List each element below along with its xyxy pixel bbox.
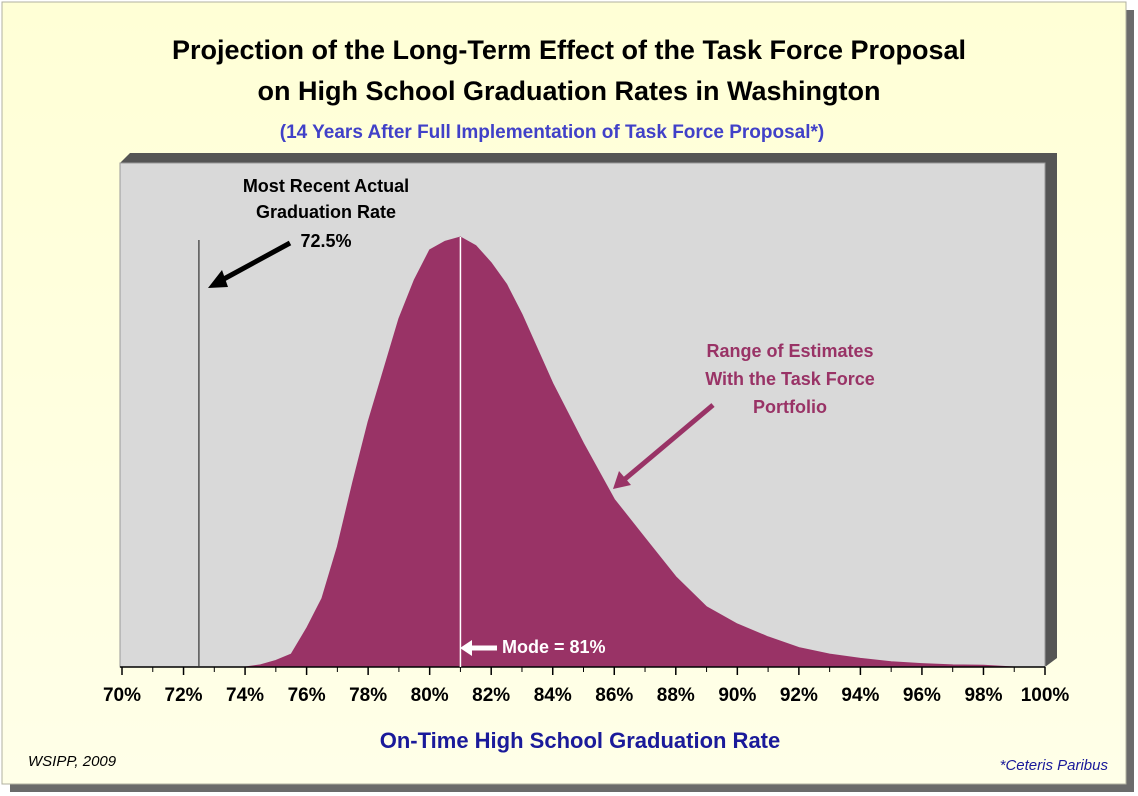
density-line (122, 236, 1045, 668)
mode-label: Mode = 81% (502, 637, 606, 657)
x-tick-label: 94% (841, 685, 879, 706)
chart-title: Projection of the Long-Term Effect of th… (172, 35, 966, 65)
x-tick-label: 74% (226, 685, 264, 706)
chart-subtitle: (14 Years After Full Implementation of T… (280, 122, 824, 143)
x-tick-label: 96% (903, 685, 941, 706)
reference-label: Graduation Rate (256, 202, 396, 222)
x-tick-label: 82% (472, 685, 510, 706)
series-annotation: With the Task Force (705, 369, 875, 389)
series-annotation: Portfolio (753, 397, 827, 417)
x-tick-label: 76% (288, 685, 326, 706)
reference-value-label: 72.5% (300, 231, 351, 251)
x-tick-label: 70% (103, 685, 141, 706)
x-tick-label: 90% (718, 685, 756, 706)
arrow-shaft (623, 403, 715, 481)
series-annotation: Range of Estimates (706, 341, 873, 361)
arrow-head (460, 640, 472, 656)
x-tick-label: 72% (165, 685, 203, 706)
x-tick-label: 84% (534, 685, 572, 706)
footnote: *Ceteris Paribus (1000, 757, 1109, 774)
x-tick-label: 78% (349, 685, 387, 706)
x-tick-label: 100% (1021, 685, 1070, 706)
x-tick-label: 86% (595, 685, 633, 706)
x-axis-label: On-Time High School Graduation Rate (380, 728, 781, 753)
x-tick-label: 92% (780, 685, 818, 706)
x-tick-label: 88% (657, 685, 695, 706)
arrow-head (613, 471, 631, 489)
x-tick-label: 98% (964, 685, 1002, 706)
chart-title: on High School Graduation Rates in Washi… (258, 76, 881, 106)
arrow-shaft (220, 240, 292, 283)
reference-label: Most Recent Actual (243, 176, 409, 196)
source: WSIPP, 2009 (28, 753, 117, 770)
x-tick-label: 80% (411, 685, 449, 706)
plot (122, 236, 1045, 668)
arrow-head (208, 270, 228, 288)
